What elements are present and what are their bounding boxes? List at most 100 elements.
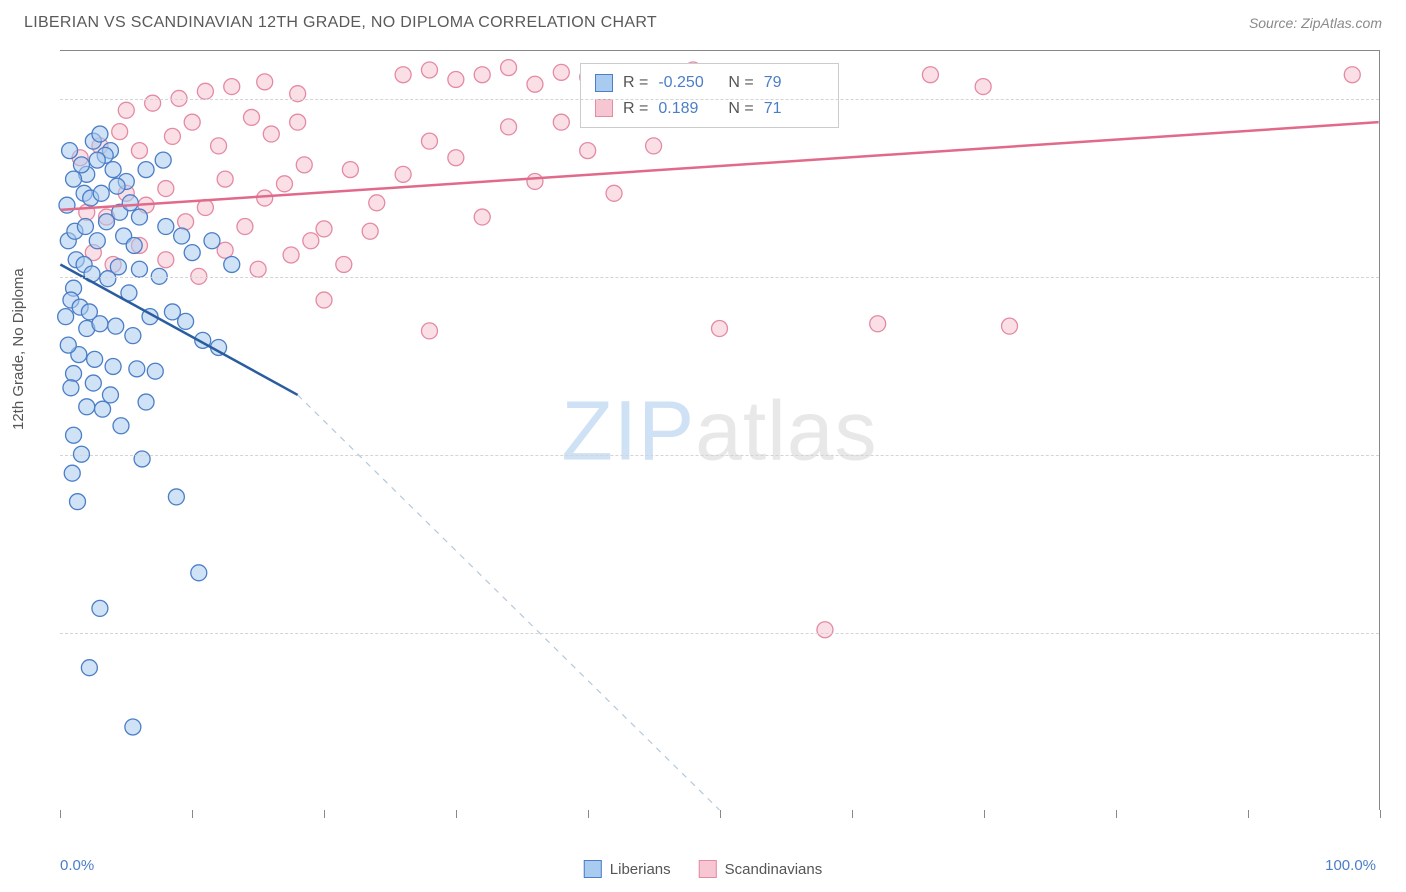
data-point-liberian	[92, 316, 108, 332]
data-point-liberian	[73, 157, 89, 173]
data-point-liberian	[134, 451, 150, 467]
data-point-liberian	[125, 719, 141, 735]
data-point-scandinavian	[606, 185, 622, 201]
data-point-scandinavian	[395, 166, 411, 182]
data-point-scandinavian	[421, 62, 437, 78]
trendline-liberian-dashed	[298, 395, 720, 810]
data-point-scandinavian	[975, 79, 991, 95]
data-point-scandinavian	[276, 176, 292, 192]
data-point-liberian	[110, 259, 126, 275]
data-point-scandinavian	[527, 173, 543, 189]
data-point-scandinavian	[580, 143, 596, 159]
stats-r-value: -0.250	[658, 70, 718, 96]
data-point-scandinavian	[1002, 318, 1018, 334]
stats-n-value: 79	[764, 70, 824, 96]
plot-svg	[60, 51, 1379, 810]
data-point-scandinavian	[501, 119, 517, 135]
gridline-h	[60, 277, 1379, 278]
data-point-scandinavian	[421, 133, 437, 149]
gridline-h	[60, 455, 1379, 456]
data-point-scandinavian	[296, 157, 312, 173]
x-axis-max-label: 100.0%	[1325, 857, 1376, 874]
data-point-scandinavian	[527, 76, 543, 92]
stats-swatch-icon	[595, 99, 613, 117]
data-point-liberian	[204, 233, 220, 249]
data-point-liberian	[108, 318, 124, 334]
data-point-liberian	[178, 313, 194, 329]
y-axis-label: 12th Grade, No Diploma	[10, 268, 27, 430]
data-point-scandinavian	[316, 292, 332, 308]
stats-swatch-icon	[595, 74, 613, 92]
data-point-liberian	[158, 219, 174, 235]
data-point-scandinavian	[244, 109, 260, 125]
data-point-scandinavian	[448, 150, 464, 166]
data-point-liberian	[63, 380, 79, 396]
data-point-scandinavian	[1344, 67, 1360, 83]
data-point-scandinavian	[474, 209, 490, 225]
data-point-liberian	[129, 361, 145, 377]
chart-area: ZIPatlas R =-0.250N =79R =0.189N =71 100…	[60, 50, 1380, 810]
data-point-scandinavian	[474, 67, 490, 83]
data-point-liberian	[89, 152, 105, 168]
x-tick	[1380, 810, 1381, 818]
stats-row: R =-0.250N =79	[595, 70, 824, 96]
data-point-liberian	[138, 394, 154, 410]
x-tick	[984, 810, 985, 818]
data-point-liberian	[102, 387, 118, 403]
data-point-liberian	[79, 399, 95, 415]
data-point-liberian	[64, 465, 80, 481]
gridline-h	[60, 633, 1379, 634]
data-point-scandinavian	[342, 162, 358, 178]
data-point-scandinavian	[197, 200, 213, 216]
data-point-scandinavian	[553, 114, 569, 130]
data-point-scandinavian	[646, 138, 662, 154]
data-point-liberian	[92, 126, 108, 142]
data-point-scandinavian	[112, 124, 128, 140]
x-axis-min-label: 0.0%	[60, 857, 94, 874]
data-point-scandinavian	[224, 79, 240, 95]
data-point-liberian	[95, 401, 111, 417]
stats-legend-box: R =-0.250N =79R =0.189N =71	[580, 63, 839, 128]
data-point-scandinavian	[290, 114, 306, 130]
data-point-scandinavian	[178, 214, 194, 230]
data-point-liberian	[92, 600, 108, 616]
data-point-scandinavian	[118, 102, 134, 118]
data-point-liberian	[122, 195, 138, 211]
data-point-liberian	[131, 261, 147, 277]
data-point-scandinavian	[158, 252, 174, 268]
data-point-liberian	[131, 209, 147, 225]
data-point-liberian	[85, 375, 101, 391]
data-point-liberian	[168, 489, 184, 505]
data-point-liberian	[113, 418, 129, 434]
data-point-scandinavian	[184, 114, 200, 130]
data-point-scandinavian	[395, 67, 411, 83]
legend-bottom: LiberiansScandinavians	[584, 860, 822, 878]
data-point-liberian	[60, 337, 76, 353]
data-point-liberian	[70, 494, 86, 510]
x-tick	[852, 810, 853, 818]
data-point-scandinavian	[158, 181, 174, 197]
data-point-scandinavian	[263, 126, 279, 142]
source-attribution: Source: ZipAtlas.com	[1249, 15, 1382, 31]
data-point-liberian	[58, 309, 74, 325]
data-point-liberian	[109, 178, 125, 194]
x-tick	[192, 810, 193, 818]
data-point-scandinavian	[237, 219, 253, 235]
data-point-scandinavian	[336, 256, 352, 272]
data-point-scandinavian	[870, 316, 886, 332]
data-point-liberian	[184, 245, 200, 261]
x-tick	[1116, 810, 1117, 818]
data-point-scandinavian	[501, 60, 517, 76]
data-point-scandinavian	[362, 223, 378, 239]
data-point-scandinavian	[217, 171, 233, 187]
data-point-liberian	[138, 162, 154, 178]
data-point-scandinavian	[421, 323, 437, 339]
data-point-liberian	[105, 162, 121, 178]
chart-title: LIBERIAN VS SCANDINAVIAN 12TH GRADE, NO …	[24, 14, 657, 32]
x-tick	[60, 810, 61, 818]
gridline-h	[60, 99, 1379, 100]
data-point-scandinavian	[817, 622, 833, 638]
legend-label: Scandinavians	[725, 861, 823, 878]
data-point-scandinavian	[257, 190, 273, 206]
trendline-scandinavian	[60, 122, 1378, 210]
